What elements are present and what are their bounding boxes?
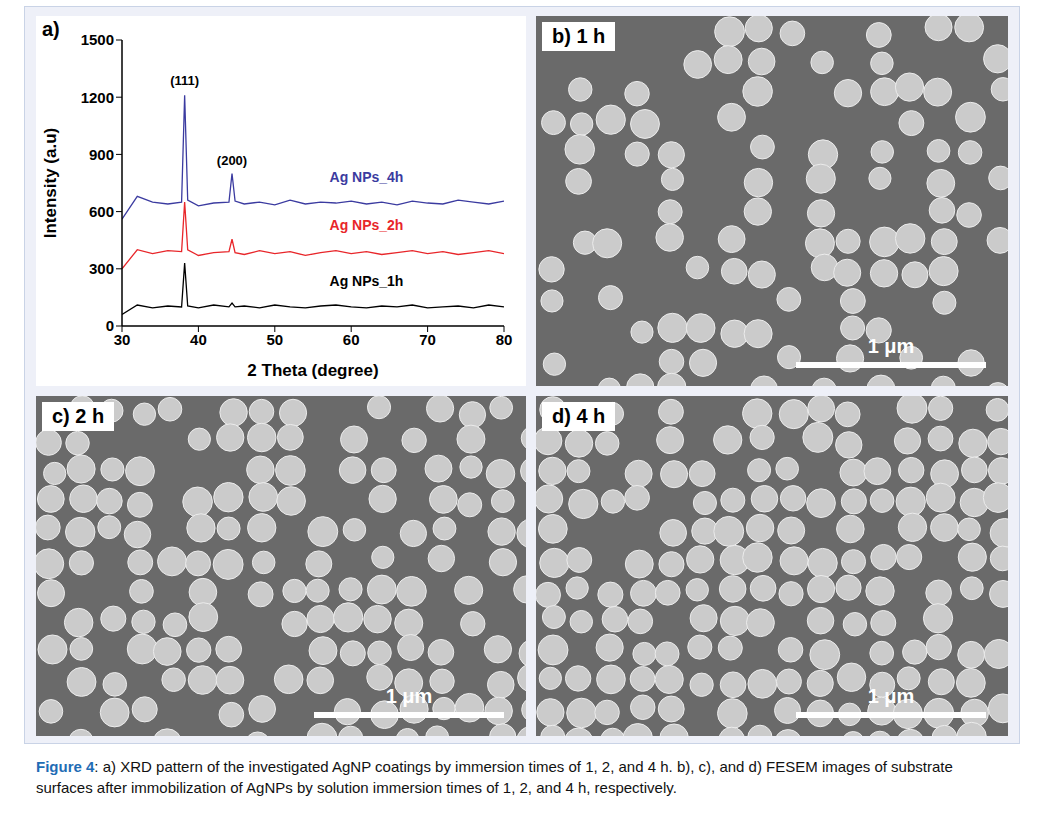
- svg-text:80: 80: [496, 331, 513, 348]
- svg-text:(200): (200): [217, 153, 247, 168]
- svg-text:50: 50: [266, 331, 283, 348]
- html-text:1 μm: 1 μm: [867, 685, 915, 707]
- svg-text:2 Theta (degree): 2 Theta (degree): [247, 361, 378, 380]
- svg-text:600: 600: [89, 203, 114, 220]
- html-text:b) 1 h: b) 1 h: [552, 25, 606, 47]
- svg-text:Ag NPs_4h: Ag NPs_4h: [330, 169, 404, 185]
- svg-text:60: 60: [343, 331, 360, 348]
- html-text:Figure 4: a) XRD pattern of th: Figure 4: a) XRD pattern of the investig…: [36, 758, 953, 796]
- svg-text:30: 30: [114, 331, 131, 348]
- html-text:1 μm: 1 μm: [867, 335, 915, 357]
- html-text:d) 4 h: d) 4 h: [552, 405, 606, 427]
- svg-text:0: 0: [106, 317, 114, 334]
- svg-text:1200: 1200: [81, 89, 114, 106]
- html-text:1 μm: 1 μm: [385, 685, 433, 707]
- svg-text:300: 300: [89, 260, 114, 277]
- svg-text:Intensity (a.u): Intensity (a.u): [41, 128, 60, 239]
- svg-text:1500: 1500: [81, 31, 114, 48]
- svg-text:70: 70: [419, 331, 436, 348]
- svg-text:900: 900: [89, 146, 114, 163]
- html-text:a): a): [42, 18, 60, 40]
- svg-text:Ag NPs_1h: Ag NPs_1h: [330, 273, 404, 289]
- html-text:c) 2 h: c) 2 h: [52, 405, 105, 427]
- svg-text:Ag NPs_2h: Ag NPs_2h: [330, 217, 404, 233]
- svg-text:40: 40: [190, 331, 207, 348]
- svg-text:(111): (111): [170, 73, 199, 88]
